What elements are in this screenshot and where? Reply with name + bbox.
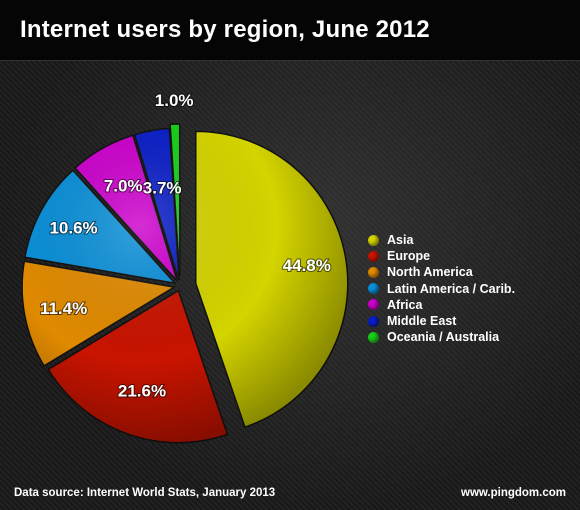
pie-slice-label: 10.6% xyxy=(49,218,97,237)
pie-slice-label: 44.8% xyxy=(283,256,331,275)
legend-swatch xyxy=(368,331,379,343)
pie-slice-label: 1.0% xyxy=(155,91,194,110)
legend-swatch xyxy=(368,283,379,295)
legend-label: Africa xyxy=(387,297,423,312)
pie-slice-label: 7.0% xyxy=(104,177,143,196)
legend-swatch xyxy=(368,315,379,327)
legend-item: Latin America / Carib. xyxy=(368,281,515,297)
pie-slice-label: 11.4% xyxy=(40,299,87,318)
legend-swatch xyxy=(368,250,379,262)
legend-label: Asia xyxy=(387,233,414,248)
legend-item: North America xyxy=(368,264,515,280)
legend-item: Asia xyxy=(368,232,515,248)
legend-label: North America xyxy=(387,265,473,280)
pie-slice-label: 3.7% xyxy=(143,178,182,197)
legend-item: Oceania / Australia xyxy=(368,329,515,345)
legend-swatch xyxy=(368,299,379,311)
chart-title: Internet users by region, June 2012 xyxy=(20,16,430,43)
legend-swatch xyxy=(368,234,379,246)
legend-item: Europe xyxy=(368,248,515,264)
legend-item: Africa xyxy=(368,297,515,313)
data-source: Data source: Internet World Stats, Janua… xyxy=(14,487,276,499)
legend-label: Oceania / Australia xyxy=(387,330,500,345)
legend-label: Latin America / Carib. xyxy=(387,281,516,296)
title-bar: Internet users by region, June 2012 xyxy=(0,0,580,61)
legend-label: Europe xyxy=(387,249,431,264)
legend-swatch xyxy=(368,266,379,278)
pie-slice-label: 21.6% xyxy=(118,382,166,401)
legend-label: Middle East xyxy=(387,314,457,329)
site-credit: www.pingdom.com xyxy=(461,487,566,499)
legend-item: Middle East xyxy=(368,313,515,329)
pie-slice-asia xyxy=(195,130,349,429)
legend: Asia Europe North America Latin America / C… xyxy=(368,232,515,345)
